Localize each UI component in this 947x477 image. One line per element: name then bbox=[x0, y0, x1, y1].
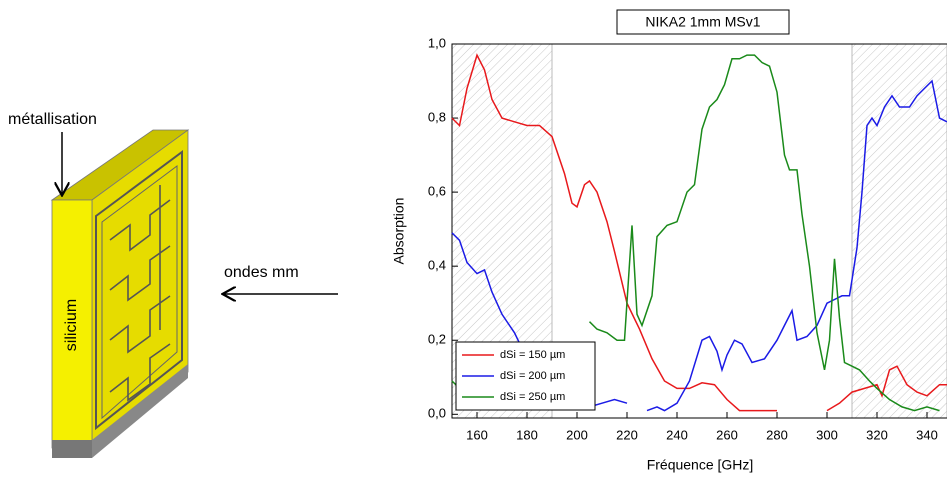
label-waves: ondes mm bbox=[224, 264, 299, 281]
legend-label: dSi = 250 µm bbox=[500, 391, 565, 403]
legend-label: dSi = 200 µm bbox=[500, 370, 565, 382]
y-tick-label: 0,8 bbox=[428, 109, 446, 124]
y-axis-label: Absorption bbox=[391, 198, 407, 265]
pattern-lines bbox=[109, 185, 171, 402]
label-silicon: silicium bbox=[63, 299, 80, 351]
title-box bbox=[616, 9, 790, 35]
y-tick-label: 0,6 bbox=[428, 184, 446, 199]
pattern-inner bbox=[101, 165, 178, 420]
x-axis-label: Fréquence [GHz] bbox=[647, 457, 754, 473]
x-tick-label: 200 bbox=[566, 427, 588, 442]
chart-title: NIKA2 1mm MSv1 bbox=[645, 14, 760, 30]
x-tick-label: 240 bbox=[666, 427, 688, 442]
x-tick-label: 300 bbox=[816, 427, 838, 442]
x-tick-label: 280 bbox=[766, 427, 788, 442]
x-tick-label: 320 bbox=[866, 427, 888, 442]
y-tick-label: 0,0 bbox=[428, 406, 446, 421]
label-metal: métallisation bbox=[8, 111, 97, 128]
shaded-region bbox=[852, 44, 947, 418]
x-tick-label: 180 bbox=[516, 427, 538, 442]
x-tick-label: 340 bbox=[916, 427, 938, 442]
metal-bottom-front bbox=[92, 364, 188, 458]
chart: NIKA2 1mm MSv1 Fréquence [GHz] Absorptio… bbox=[391, 9, 947, 473]
legend-label: dSi = 150 µm bbox=[500, 349, 565, 361]
y-tick-label: 0,2 bbox=[428, 332, 446, 347]
metal-bottom bbox=[52, 440, 92, 458]
x-tick-label: 220 bbox=[616, 427, 638, 442]
y-tick-label: 1,0 bbox=[428, 35, 446, 50]
x-tick-label: 260 bbox=[716, 427, 738, 442]
series-line bbox=[451, 53, 947, 412]
pattern-frame bbox=[95, 150, 183, 431]
y-tick-label: 0,4 bbox=[428, 258, 446, 273]
diagram: métallisation ondes mm silicium bbox=[8, 111, 338, 458]
axis-frame bbox=[451, 43, 947, 419]
x-tick-label: 160 bbox=[466, 427, 488, 442]
